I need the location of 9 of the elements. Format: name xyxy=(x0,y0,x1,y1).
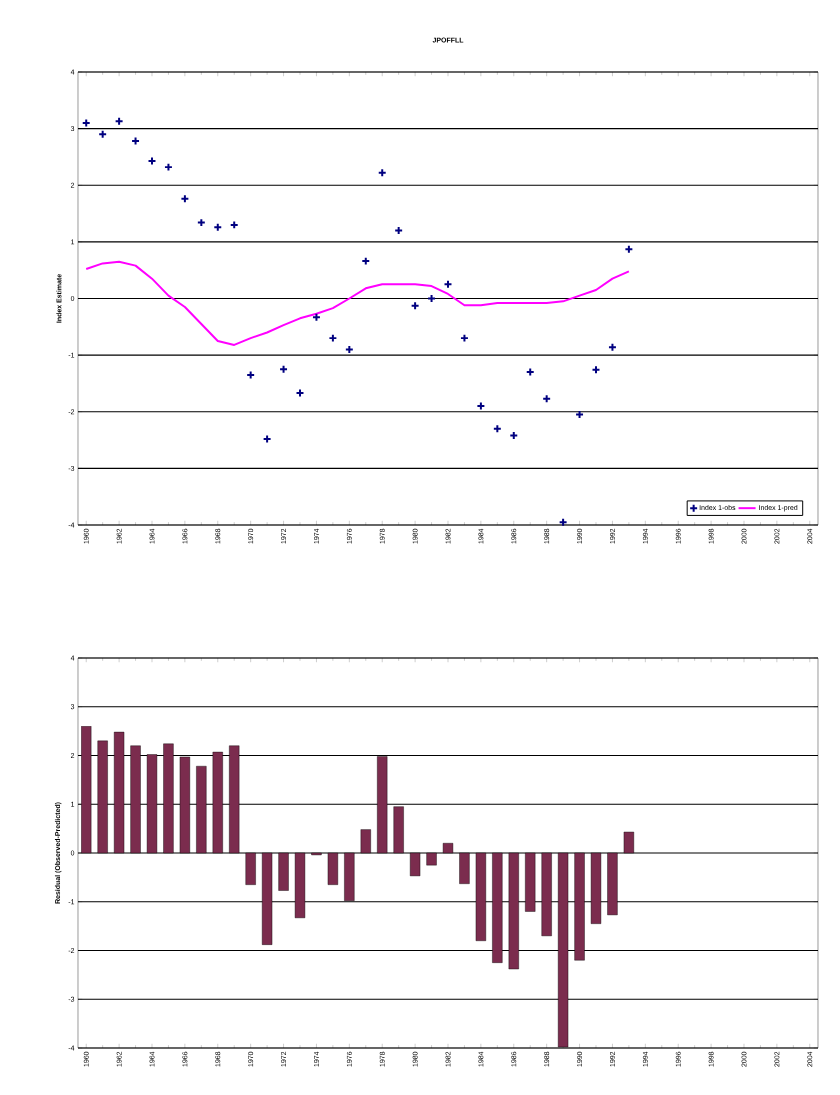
bar xyxy=(508,852,519,970)
bar xyxy=(574,852,585,961)
bar xyxy=(492,852,503,963)
bar xyxy=(130,745,141,854)
bar xyxy=(229,745,240,854)
bar xyxy=(97,740,108,854)
bar xyxy=(163,743,174,854)
bar xyxy=(81,726,92,854)
bar xyxy=(377,756,388,854)
